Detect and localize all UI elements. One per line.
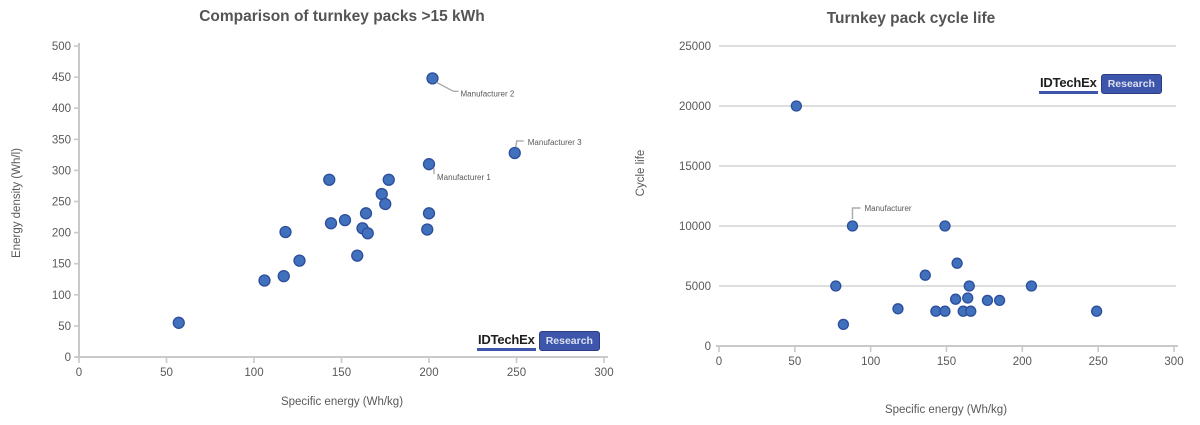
annotation-leader-line — [851, 207, 861, 219]
data-point — [939, 220, 951, 232]
x-tick-label: 300 — [594, 367, 613, 379]
y-tick-label: 100 — [52, 290, 71, 302]
y-tick-label: 150 — [52, 259, 71, 271]
idtechex-logo: IDTechEx Research — [1039, 73, 1162, 95]
data-point — [172, 316, 185, 329]
data-point — [324, 217, 338, 230]
data-point — [962, 292, 974, 304]
data-point — [279, 225, 292, 239]
idtechex-research-badge: Research — [1100, 74, 1162, 94]
annotation-label: Manufacturer — [864, 204, 911, 213]
x-tick-label: 50 — [788, 356, 801, 368]
data-point — [965, 305, 977, 317]
data-point — [939, 305, 951, 317]
y-tick-label: 450 — [52, 72, 71, 84]
x-tick-label: 300 — [1164, 356, 1183, 368]
y-tick-label: 400 — [52, 103, 71, 115]
data-point — [790, 100, 803, 112]
y-tick-label: 250 — [52, 197, 71, 209]
data-point — [293, 254, 306, 267]
right-chart-title: Turnkey pack cycle life — [826, 10, 996, 27]
data-point — [277, 269, 290, 283]
x-tick-label: 100 — [861, 356, 880, 368]
annotation-label: Manufacturer 2 — [461, 89, 515, 98]
y-tick-label: 15000 — [679, 161, 711, 173]
annotation-leader-line — [436, 81, 459, 93]
data-point — [919, 269, 931, 281]
data-point — [422, 158, 436, 171]
y-tick-label: 10000 — [679, 221, 711, 233]
x-tick-label: 50 — [160, 367, 173, 379]
y-tick-label: 500 — [52, 41, 71, 53]
x-tick-label: 200 — [1013, 356, 1032, 368]
data-point — [951, 257, 963, 269]
data-point — [323, 173, 336, 186]
data-point — [837, 318, 850, 331]
idtechex-wordmark: IDTechEx — [1039, 75, 1098, 94]
y-tick-label: 25000 — [679, 41, 711, 53]
data-point — [963, 280, 975, 292]
y-tick-label: 350 — [52, 134, 71, 146]
right-x-axis-title: Specific energy (Wh/kg) — [884, 404, 1008, 416]
y-tick-label: 5000 — [685, 281, 711, 293]
x-tick-label: 150 — [937, 356, 956, 368]
data-point — [361, 227, 374, 240]
x-tick-label: 150 — [332, 367, 351, 379]
y-tick-label: 200 — [52, 228, 71, 240]
annotation-label: Manufacturer 1 — [437, 173, 491, 182]
x-tick-label: 200 — [419, 367, 438, 379]
left-chart-title: Comparison of turnkey packs >15 kWh — [199, 8, 485, 25]
data-point — [338, 214, 352, 227]
idtechex-research-badge: Research — [538, 331, 600, 351]
y-tick-label: 50 — [58, 321, 71, 333]
cycle-life-scatter-plot: 0 50 100 150 200 250 300 0 5000 10000 15000 20000 25… — [679, 41, 1184, 368]
x-tick-label: 0 — [76, 367, 82, 379]
data-point — [830, 280, 842, 292]
data-point — [422, 207, 436, 220]
data-point — [1025, 280, 1038, 292]
idtechex-logo: IDTechEx Research — [477, 330, 600, 352]
data-point — [949, 293, 962, 305]
x-tick-label: 250 — [507, 367, 526, 379]
data-point — [426, 72, 439, 85]
x-tick-label: 0 — [716, 356, 722, 368]
energy-density-scatter-plot: 0 50 100 150 200 250 300 0 50 100 150 200 250 300 350 4… — [52, 41, 614, 379]
data-point — [382, 173, 395, 186]
data-point — [379, 197, 392, 211]
idtechex-wordmark: IDTechEx — [477, 332, 536, 351]
data-point — [981, 294, 994, 307]
data-point — [993, 294, 1006, 307]
data-point — [421, 223, 434, 236]
y-tick-label: 300 — [52, 165, 71, 177]
x-tick-label: 250 — [1089, 356, 1108, 368]
data-point — [508, 146, 521, 160]
y-tick-label: 20000 — [679, 101, 711, 113]
data-point — [1090, 305, 1103, 317]
data-point — [846, 220, 859, 232]
data-point — [892, 303, 904, 315]
data-point — [351, 249, 364, 262]
y-tick-label: 0 — [705, 341, 711, 353]
data-point — [359, 207, 373, 220]
x-tick-label: 100 — [244, 367, 263, 379]
y-tick-label: 0 — [65, 352, 71, 364]
annotation-leader-line — [515, 140, 524, 148]
left-x-axis-title: Specific energy (Wh/kg) — [280, 396, 404, 408]
data-point — [258, 274, 271, 287]
annotation-label: Manufacturer 3 — [528, 138, 582, 147]
